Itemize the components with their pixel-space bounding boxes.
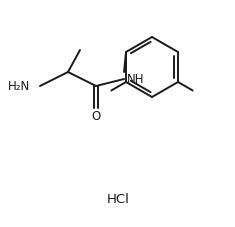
Text: O: O <box>91 110 101 123</box>
Text: NH: NH <box>127 73 145 86</box>
Text: H₂N: H₂N <box>8 80 30 93</box>
Text: HCl: HCl <box>106 193 129 206</box>
